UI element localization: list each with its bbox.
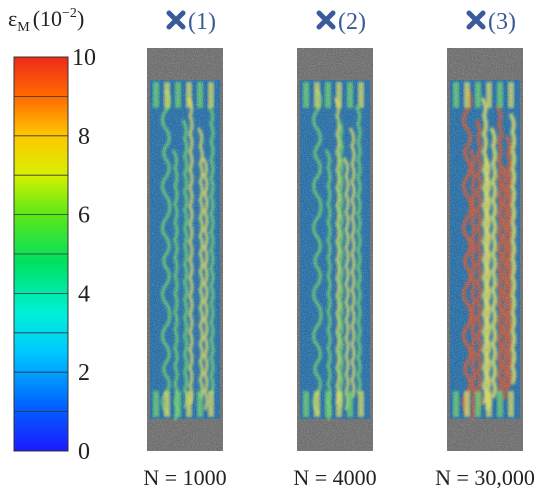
specimen-marker-label: (1) xyxy=(188,9,216,35)
specimen-panel xyxy=(297,48,373,451)
specimen-caption: N = 4000 xyxy=(293,465,376,490)
speckle-pattern xyxy=(147,48,223,451)
colorbar-tick-label: 10 xyxy=(72,45,96,71)
specimen-marker-label: (2) xyxy=(338,9,366,35)
specimen-marker: (3) xyxy=(466,9,516,35)
speckle-pattern xyxy=(297,48,373,451)
specimen-marker: (2) xyxy=(316,9,366,35)
specimen-panel xyxy=(447,48,523,451)
specimen-marker-label: (3) xyxy=(488,9,516,35)
specimen-marker: (1) xyxy=(166,9,216,35)
x-cross-icon xyxy=(166,10,186,30)
specimen-markers: (1) (2) (3) xyxy=(166,9,516,35)
specimen-captions: N = 1000 N = 4000 N = 30,000 xyxy=(143,465,535,490)
colorbar-title: εM (10−2) xyxy=(8,6,84,35)
colorbar-tick-label: 0 xyxy=(78,439,90,465)
specimen-panel xyxy=(147,48,223,451)
colorbar-tick-label: 6 xyxy=(78,203,90,229)
colorbar: εM (10−2) 10 8 6 4 2 0 xyxy=(8,6,96,465)
specimen-caption: N = 1000 xyxy=(143,465,226,490)
colorbar-tick-label: 4 xyxy=(78,281,90,307)
specimen-caption: N = 30,000 xyxy=(435,465,535,490)
colorbar-tick-label: 2 xyxy=(78,360,90,386)
specimen-panels xyxy=(147,48,523,451)
colorbar-tick-labels: 10 8 6 4 2 0 xyxy=(72,45,96,465)
x-cross-icon xyxy=(316,10,336,30)
colorbar-tick-label: 8 xyxy=(78,124,90,150)
speckle-pattern xyxy=(447,48,523,451)
x-cross-icon xyxy=(466,10,486,30)
colorbar-divisions xyxy=(14,96,68,413)
